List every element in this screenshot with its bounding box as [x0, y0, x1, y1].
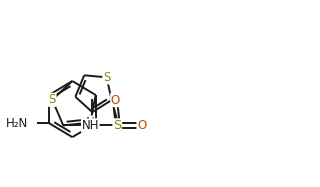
- Text: O: O: [137, 119, 146, 132]
- Text: NH: NH: [82, 119, 99, 132]
- Text: S: S: [113, 119, 122, 132]
- Text: H₂N: H₂N: [6, 117, 28, 130]
- Text: S: S: [103, 71, 110, 84]
- Text: N: N: [86, 116, 94, 129]
- Text: S: S: [49, 93, 56, 106]
- Text: O: O: [111, 94, 120, 107]
